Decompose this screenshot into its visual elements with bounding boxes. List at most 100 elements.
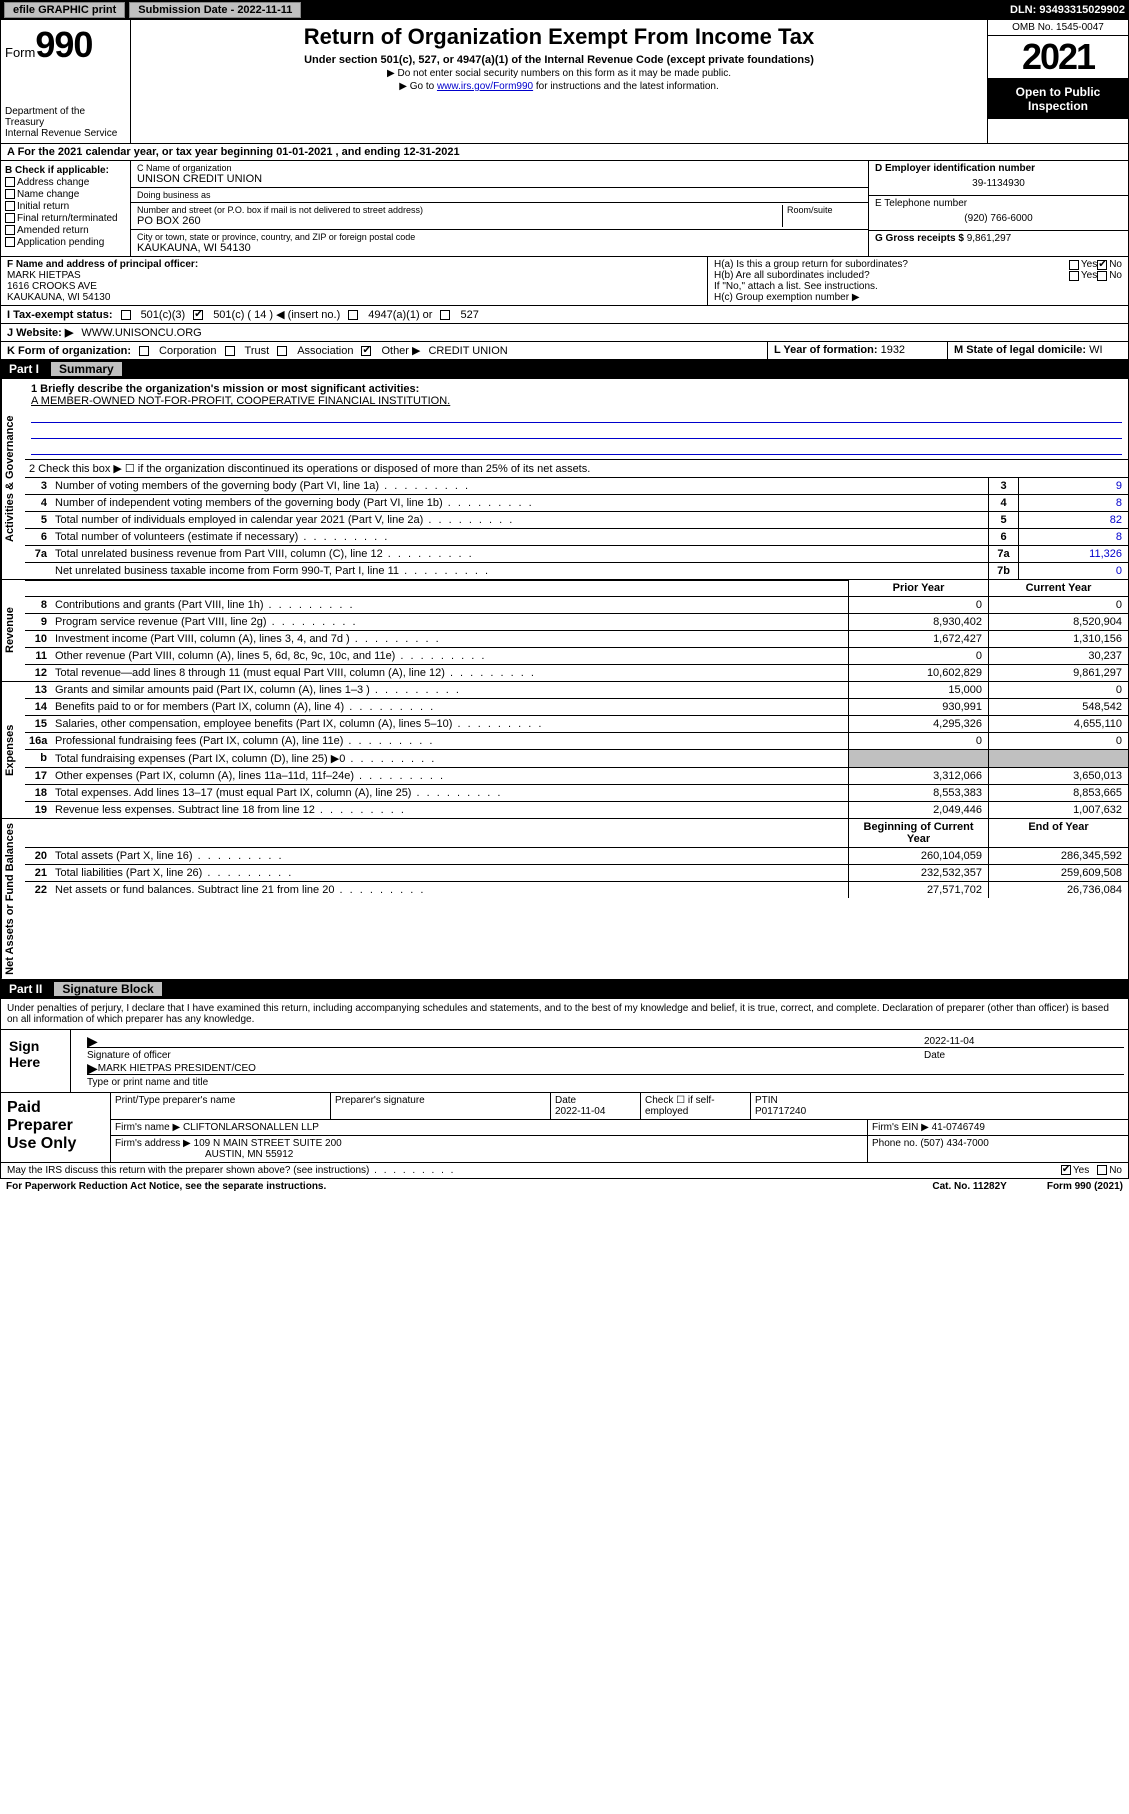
line-num: 3 [25,478,51,494]
line-box: 3 [988,478,1018,494]
summary-line: 7a Total unrelated business revenue from… [25,546,1128,563]
hb-no-check[interactable] [1097,271,1107,281]
prior-value: 0 [848,648,988,664]
prep-row-3: Firm's address ▶ 109 N MAIN STREET SUITE… [111,1136,1128,1162]
col-b-checkboxes: B Check if applicable: Address change Na… [1,161,131,256]
k-trust-check[interactable] [225,346,235,356]
i-501c3-check[interactable] [121,310,131,320]
gross-receipts-block: G Gross receipts $ 9,861,297 [869,231,1128,246]
line-desc: Grants and similar amounts paid (Part IX… [51,682,848,698]
prior-value: 10,602,829 [848,665,988,681]
line-num: 7a [25,546,51,562]
side-label-expenses: Expenses [1,682,25,818]
sign-here-fields: ▶ 2022-11-04 Signature of officer Date ▶… [71,1030,1128,1092]
website-value: WWW.UNISONCU.ORG [81,327,201,339]
prior-value: 0 [848,597,988,613]
subtitle-1: Under section 501(c), 527, or 4947(a)(1)… [139,54,979,66]
officer-sig-line: ▶ 2022-11-04 [87,1036,1124,1048]
hb-yes-check[interactable] [1069,271,1079,281]
i-501c: 501(c) ( 14 ) ◀ (insert no.) [213,308,340,321]
j-label: J Website: ▶ [7,326,73,339]
line-num: 6 [25,529,51,545]
current-value: 9,861,297 [988,665,1128,681]
revenue-body: Prior Year Current Year 8 Contributions … [25,580,1128,681]
line-desc: Revenue less expenses. Subtract line 18 … [51,802,848,818]
check-initial-return[interactable]: Initial return [5,201,126,212]
hb-yes: Yes [1081,270,1097,281]
k-assoc-check[interactable] [277,346,287,356]
check-name-change[interactable]: Name change [5,189,126,200]
i-4947-check[interactable] [348,310,358,320]
line-num: 4 [25,495,51,511]
m-block: M State of legal domicile: WI [948,342,1128,359]
financial-line: 20 Total assets (Part X, line 16) 260,10… [25,848,1128,865]
line-value: 9 [1018,478,1128,494]
k-corp-check[interactable] [139,346,149,356]
k-other-check[interactable] [361,346,371,356]
i-label: I Tax-exempt status: [7,309,113,321]
current-value: 548,542 [988,699,1128,715]
l-label: L Year of formation: [774,344,878,356]
subtitle-2: ▶ Do not enter social security numbers o… [139,68,979,79]
prep-sig-label: Preparer's signature [331,1093,551,1119]
mission-block: 1 Briefly describe the organization's mi… [25,379,1128,460]
prior-value: 8,930,402 [848,614,988,630]
financial-line: 15 Salaries, other compensation, employe… [25,716,1128,733]
net-col-headers: Beginning of Current Year End of Year [25,819,1128,848]
check-amended-return[interactable]: Amended return [5,225,126,236]
room-label: Room/suite [787,205,862,215]
net-body: Beginning of Current Year End of Year 20… [25,819,1128,979]
financial-line: b Total fundraising expenses (Part IX, c… [25,750,1128,768]
financial-line: 13 Grants and similar amounts paid (Part… [25,682,1128,699]
line-num: 10 [25,631,51,647]
line-desc: Salaries, other compensation, employee b… [51,716,848,732]
main-info-grid: B Check if applicable: Address change Na… [0,161,1129,257]
efile-print-button[interactable]: efile GRAPHIC print [4,2,125,18]
goto-pre: ▶ Go to [399,81,437,92]
i-501c-check[interactable] [193,310,203,320]
line-desc: Number of voting members of the governin… [51,478,988,494]
firm-name: Firm's name ▶ CLIFTONLARSONALLEN LLP [111,1120,868,1135]
ha-yes-check[interactable] [1069,260,1079,270]
k-label: K Form of organization: [7,345,131,357]
check-final-return[interactable]: Final return/terminated [5,213,126,224]
prior-year-header: Prior Year [848,580,988,596]
ha-no-check[interactable] [1097,260,1107,270]
prep-name-label: Print/Type preparer's name [111,1093,331,1119]
line-num: 15 [25,716,51,732]
line-num: 21 [25,865,51,881]
line-num: 16a [25,733,51,749]
h-block: H(a) Is this a group return for subordin… [708,257,1128,305]
check-address-change[interactable]: Address change [5,177,126,188]
preparer-grid: Print/Type preparer's name Preparer's si… [111,1093,1128,1162]
submission-date-button[interactable]: Submission Date - 2022-11-11 [129,2,301,18]
side-label-net: Net Assets or Fund Balances [1,819,25,979]
line-desc: Total revenue—add lines 8 through 11 (mu… [51,665,848,681]
paperwork-footer: For Paperwork Reduction Act Notice, see … [0,1179,1129,1194]
current-value: 1,310,156 [988,631,1128,647]
financial-line: 9 Program service revenue (Part VIII, li… [25,614,1128,631]
irs-link[interactable]: www.irs.gov/Form990 [437,81,533,92]
summary-line: 6 Total number of volunteers (estimate i… [25,529,1128,546]
sig-date-value: 2022-11-04 [924,1036,1124,1047]
part-2-header: Part II Signature Block [0,980,1129,999]
prior-value: 3,312,066 [848,768,988,784]
ha-label: H(a) Is this a group return for subordin… [714,259,1069,270]
line-desc: Program service revenue (Part VIII, line… [51,614,848,630]
discuss-no-check[interactable] [1097,1165,1107,1175]
summary-revenue: Revenue Prior Year Current Year 8 Contri… [0,580,1129,682]
col-right: D Employer identification number 39-1134… [868,161,1128,256]
check-application-pending[interactable]: Application pending [5,237,126,248]
current-value: 3,650,013 [988,768,1128,784]
discuss-yes-check[interactable] [1061,1165,1071,1175]
summary-line: 3 Number of voting members of the govern… [25,478,1128,495]
current-value: 0 [988,597,1128,613]
org-name-row: C Name of organization UNISON CREDIT UNI… [131,161,868,188]
line-desc: Other expenses (Part IX, column (A), lin… [51,768,848,784]
header-left: Form 990 Department of the Treasury Inte… [1,20,131,143]
i-527-check[interactable] [440,310,450,320]
governance-body: 1 Briefly describe the organization's mi… [25,379,1128,579]
officer-name-title: MARK HIETPAS PRESIDENT/CEO [98,1063,256,1074]
hb-note: If "No," attach a list. See instructions… [714,281,1122,292]
header-right: OMB No. 1545-0047 2021 Open to Public In… [988,20,1128,143]
